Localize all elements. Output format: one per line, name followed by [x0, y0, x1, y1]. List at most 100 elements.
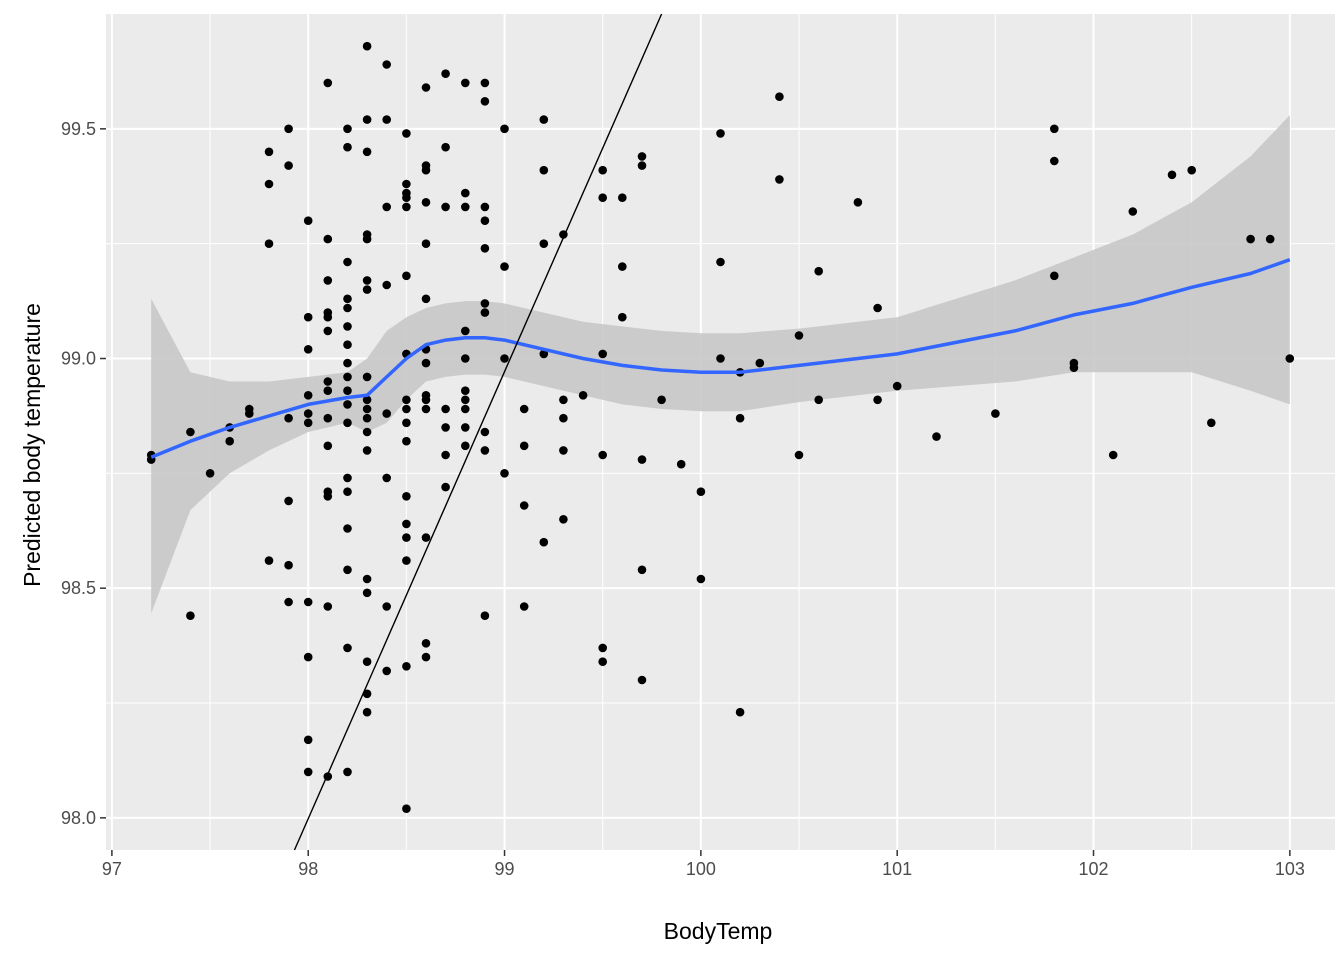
data-point: [421, 358, 431, 368]
data-point: [343, 418, 352, 428]
data-point: [735, 707, 745, 717]
data-point: [1246, 234, 1255, 244]
data-point: [441, 69, 450, 78]
data-point: [382, 280, 392, 290]
data-point: [480, 611, 490, 620]
data-point: [362, 285, 372, 294]
x-tick-label: 100: [686, 859, 716, 879]
data-point: [402, 662, 411, 671]
data-point: [814, 395, 823, 405]
data-point: [618, 312, 627, 322]
data-point: [519, 404, 529, 414]
data-point: [284, 161, 293, 170]
data-point: [362, 574, 372, 584]
data-point: [284, 560, 293, 570]
data-point: [559, 446, 568, 455]
data-point: [696, 487, 706, 497]
data-point: [323, 602, 333, 611]
data-point: [892, 381, 902, 391]
data-point: [598, 643, 607, 653]
data-point: [519, 501, 529, 510]
y-tick-label: 99.0: [61, 349, 96, 369]
data-point: [637, 152, 647, 161]
confidence-ribbon: [151, 115, 1290, 614]
data-point: [421, 404, 431, 414]
data-point: [343, 400, 352, 409]
reference-line-layer: [293, 13, 663, 851]
data-point: [421, 395, 431, 405]
data-point: [362, 276, 372, 285]
data-point: [421, 533, 431, 542]
data-point: [716, 129, 725, 138]
data-point: [480, 299, 490, 308]
data-point: [323, 492, 333, 501]
data-point: [1050, 124, 1059, 134]
data-point: [323, 276, 333, 285]
data-point: [873, 303, 882, 313]
data-point: [853, 198, 863, 207]
data-point: [1069, 363, 1079, 373]
data-point: [480, 427, 490, 437]
data-point: [303, 735, 313, 745]
data-point: [991, 409, 1000, 418]
data-point: [264, 179, 274, 189]
data-point: [461, 441, 470, 451]
data-point: [1285, 354, 1295, 363]
data-point: [480, 446, 490, 455]
data-point: [461, 354, 470, 363]
axis-ticks: [100, 128, 1291, 856]
data-point: [284, 124, 293, 134]
data-point: [402, 395, 411, 405]
data-point: [932, 432, 941, 441]
data-point: [1128, 207, 1138, 216]
data-point: [225, 436, 234, 446]
data-point: [264, 239, 274, 248]
data-point: [362, 395, 372, 405]
data-point: [461, 188, 470, 198]
data-point: [539, 115, 549, 124]
data-point: [559, 413, 568, 423]
data-point: [775, 92, 784, 101]
panel-background: [106, 14, 1335, 850]
data-point: [500, 262, 509, 271]
x-tick-label: 97: [102, 859, 122, 879]
data-point: [402, 533, 411, 542]
data-point: [343, 303, 352, 313]
data-point: [755, 358, 765, 368]
data-point: [362, 372, 372, 382]
data-point: [382, 409, 392, 418]
data-point: [1207, 418, 1216, 428]
data-point: [539, 165, 549, 175]
data-point: [461, 78, 470, 88]
data-point: [382, 202, 392, 212]
data-point: [480, 308, 490, 317]
x-tick-label: 98: [298, 859, 318, 879]
data-point: [461, 326, 470, 336]
data-point: [598, 657, 607, 666]
data-point: [559, 395, 568, 405]
data-point: [1050, 271, 1059, 281]
y-tick-label: 99.5: [61, 119, 96, 139]
data-point: [480, 202, 490, 212]
data-point: [382, 60, 392, 69]
data-point: [480, 216, 490, 225]
smooth-line-layer: [150, 258, 1291, 459]
data-point: [284, 597, 293, 607]
data-point: [402, 271, 411, 281]
data-point: [519, 441, 529, 451]
reference-line: [293, 13, 663, 851]
data-point: [716, 257, 725, 267]
data-point: [402, 418, 411, 428]
data-point: [402, 492, 411, 501]
data-point: [343, 565, 352, 575]
data-point: [441, 142, 450, 152]
data-point: [362, 446, 372, 455]
data-point: [382, 602, 392, 611]
data-point: [598, 450, 607, 460]
data-point: [382, 115, 392, 124]
data-point: [362, 657, 372, 666]
data-point: [441, 450, 450, 460]
data-point: [343, 257, 352, 267]
data-point: [657, 395, 666, 405]
